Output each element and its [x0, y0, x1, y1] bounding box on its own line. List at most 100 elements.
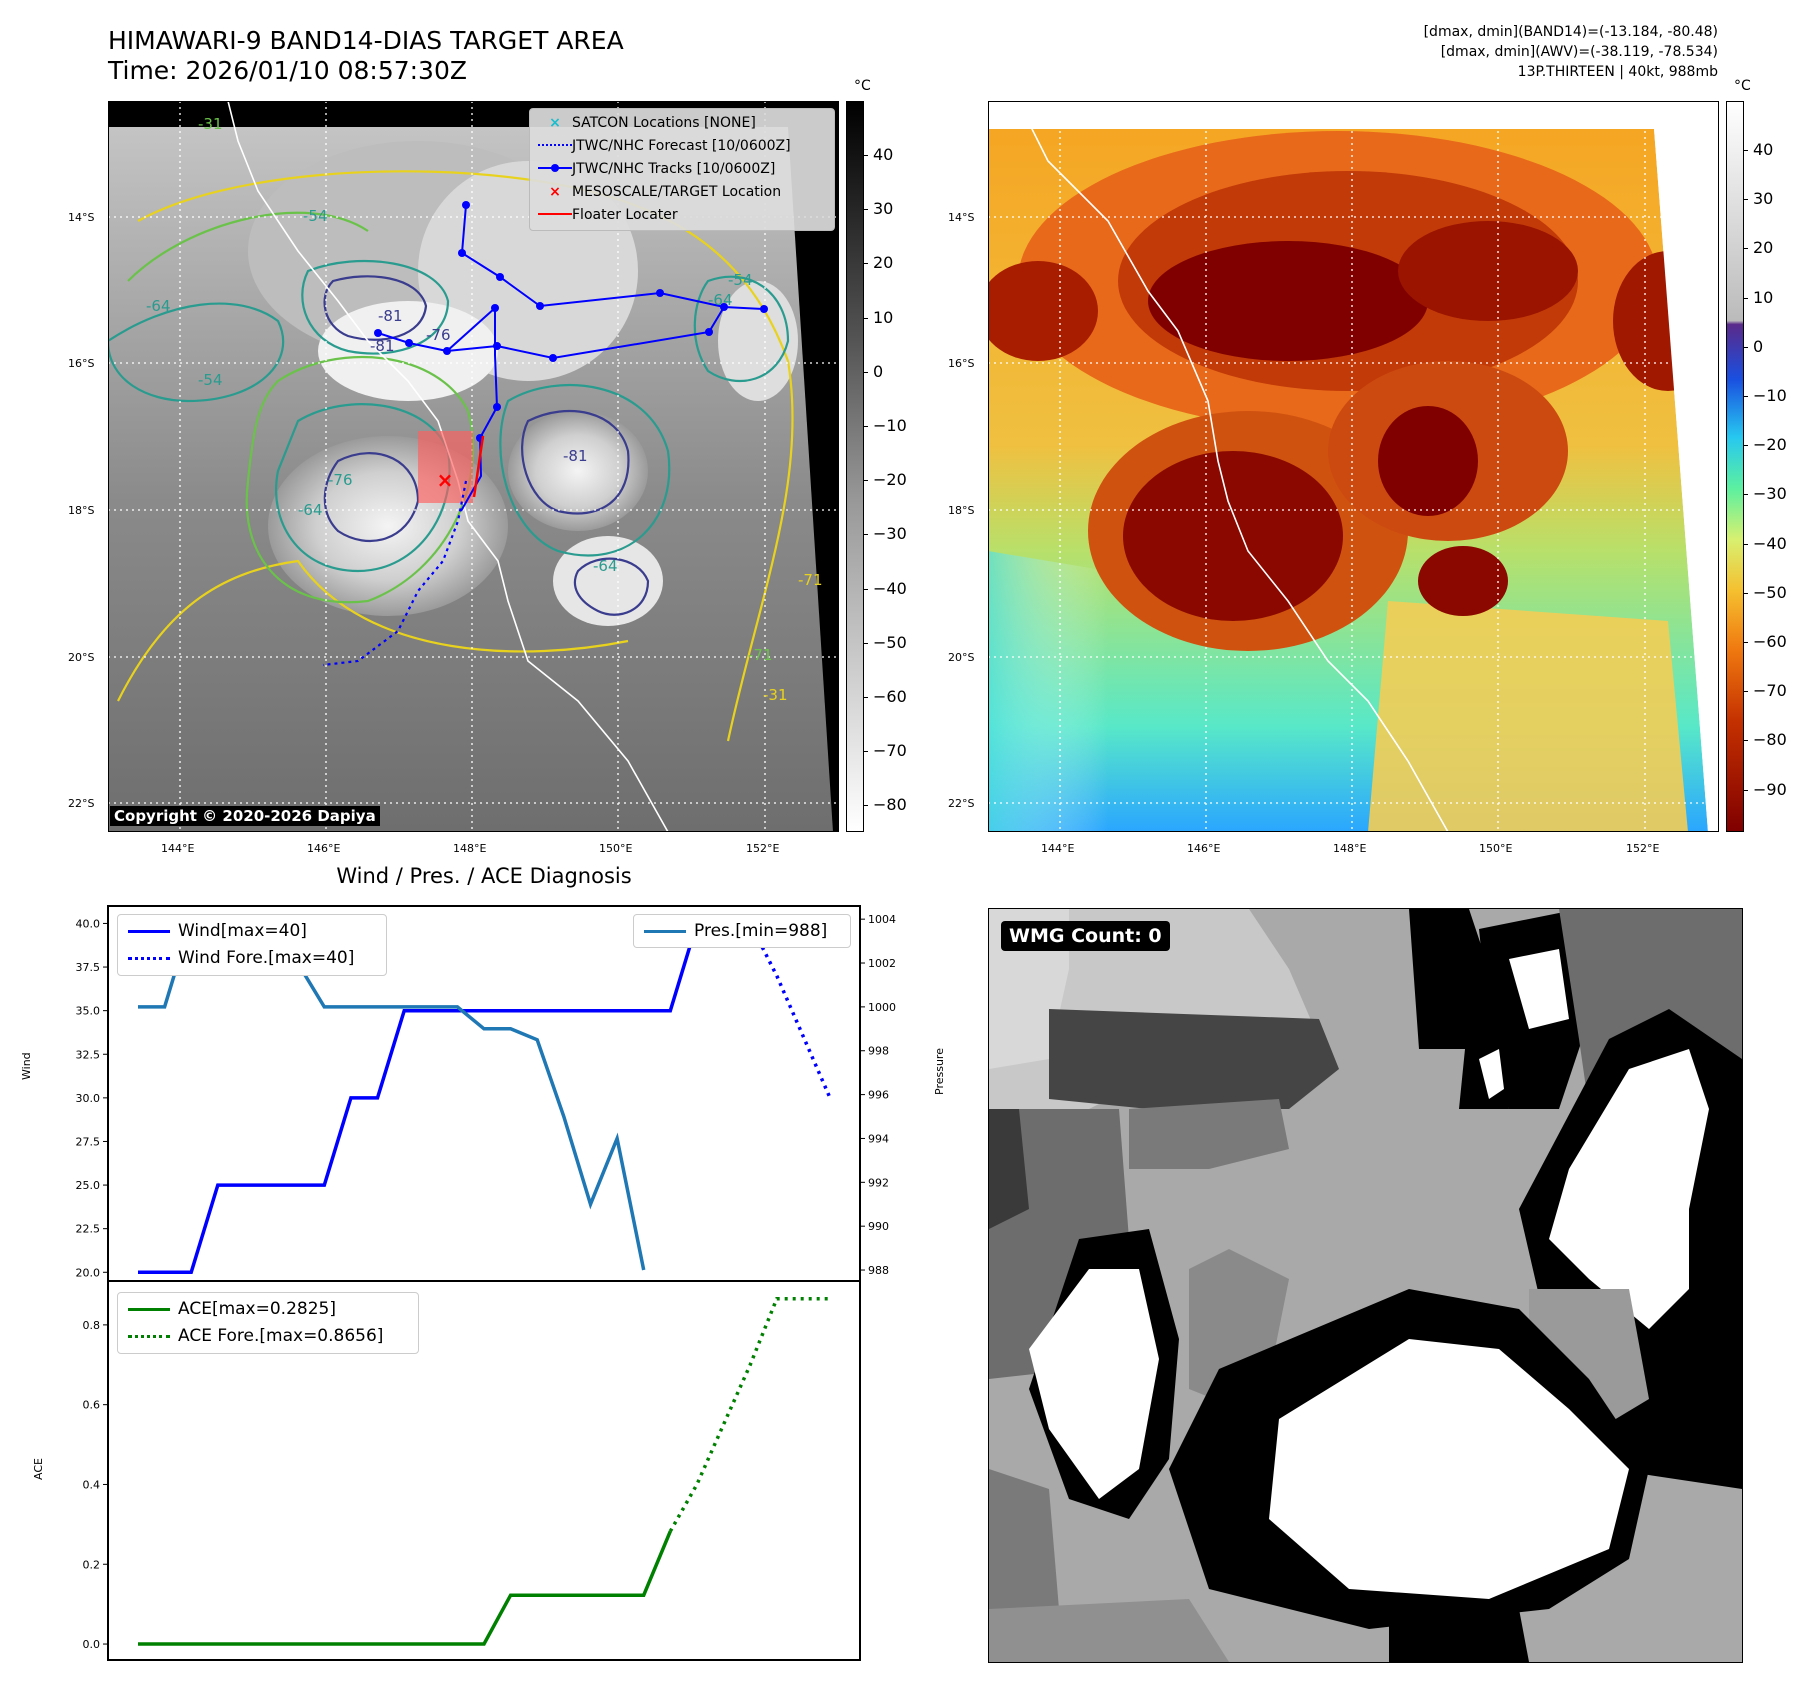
ace-tick-label: 0.4 [83, 1478, 101, 1491]
wind-tick-label: 27.5 [76, 1135, 101, 1148]
colorbar-tick-mark [863, 371, 868, 373]
color-satellite-panel [988, 101, 1719, 832]
pressure-tick-label: 1000 [868, 1001, 896, 1014]
contour-label: -64 [593, 557, 618, 575]
colorbar-tick-label: 30 [873, 199, 894, 219]
wind-tick-label: 35.0 [76, 1005, 101, 1018]
info-line3: 13P.THIRTEEN | 40kt, 988mb [1517, 64, 1718, 80]
contour-label: -54 [303, 207, 328, 225]
ir-legend: × SATCON Locations [NONE] JTWC/NHC Foreca… [529, 108, 835, 231]
info-line2: [dmax, dmin](AWV)=(-38.119, -78.534) [1440, 44, 1718, 60]
colorbar-tick-mark [1743, 150, 1748, 151]
wind-legend: Wind[max=40] Wind Fore.[max=40] [117, 914, 387, 976]
lat-label: 20°S [68, 651, 95, 664]
wind-tick-label: 32.5 [76, 1048, 101, 1061]
legend-tracks-row: JTWC/NHC Tracks [10/0600Z] [538, 159, 775, 179]
wind-tick-label: 37.5 [76, 961, 101, 974]
lat-label: 16°S [68, 357, 95, 370]
solid-line-icon [128, 929, 170, 933]
colorbar-tick-label: −30 [1753, 484, 1787, 504]
contour-label: -54 [198, 371, 223, 389]
cyan-x-icon: × [549, 115, 561, 131]
colorbar-tick-mark [863, 697, 868, 698]
contour-label: -81 [563, 447, 588, 465]
colorbar-tick-mark [863, 480, 868, 482]
colorbar-tick-mark [863, 534, 868, 536]
wind-tick-label: 20.0 [76, 1266, 101, 1279]
colorbar-tick-mark [863, 751, 868, 753]
floater-area-box [418, 431, 473, 503]
ace-forecast-series-line [668, 1296, 830, 1533]
colorbar-tick-label: 0 [1753, 336, 1764, 356]
lon-label: 150°E [599, 842, 633, 855]
colorbar-tick-label: 40 [873, 145, 894, 164]
colorbar-tick-label: −20 [1753, 435, 1787, 455]
wmg-image [989, 909, 1742, 1662]
colorbar-tick-label: −70 [873, 741, 907, 761]
colorbar-tick-label: −20 [873, 470, 907, 490]
ir-panel-frame [108, 101, 839, 832]
solid-line-icon [538, 212, 572, 215]
ir-colorbar-unit: °C [854, 78, 871, 94]
colorbar-tick-mark [1743, 494, 1748, 496]
lon-label: 146°E [307, 842, 341, 855]
colorbar-tick-label: −40 [873, 578, 907, 598]
colorbar-tick-label: 10 [873, 307, 894, 327]
lat-label: 22°S [68, 797, 95, 810]
colorbar-tick-mark [1743, 248, 1748, 250]
color-satellite-image [988, 101, 1719, 832]
pressure-tick-label: 1004 [868, 913, 896, 926]
colorbar-tick-label: −60 [873, 687, 907, 706]
wmg-panel: WMG Count: 0 [988, 908, 1743, 1663]
colorbar-tick-label: −50 [1753, 582, 1787, 602]
lat-label: 14°S [948, 211, 975, 224]
contour-label: -54 [728, 271, 753, 289]
contour-label: -64 [146, 297, 171, 315]
solid-line-icon [128, 1307, 170, 1311]
ace-tick-label: 0.0 [83, 1638, 101, 1651]
pressure-tick-label: 1002 [868, 957, 896, 970]
lon-label: 148°E [453, 842, 487, 855]
dotted-line-icon [538, 143, 572, 146]
copyright-label: Copyright © 2020-2026 Dapiya [110, 806, 380, 826]
pressure-tick-label: 990 [868, 1220, 889, 1233]
colorbar-tick-mark [863, 263, 868, 265]
colorbar-tick-mark [1743, 789, 1748, 791]
lon-label: 152°E [746, 842, 780, 855]
colorbar-tick-label: 10 [1753, 287, 1774, 307]
lat-label: 18°S [68, 504, 95, 517]
legend-label: Floater Locater [572, 207, 678, 223]
wind-axis-label: Wind [20, 1052, 33, 1080]
legend-satcon-row: × SATCON Locations [NONE] [538, 113, 756, 133]
lat-label: 18°S [948, 504, 975, 517]
figure-title-line1: HIMAWARI-9 BAND14-DIAS TARGET AREA [108, 26, 624, 55]
contour-label: -76 [426, 326, 451, 344]
colorbar-tick-mark [1743, 740, 1748, 742]
colorbar-tick-mark [863, 209, 868, 211]
pressure-axis-label: Pressure [933, 1048, 946, 1095]
color-colorbar-unit: °C [1734, 78, 1751, 94]
ace-axis-label: ACE [32, 1458, 45, 1480]
contour-label: -31 [198, 115, 223, 133]
legend-target-row: × MESOSCALE/TARGET Location [538, 182, 781, 202]
contour-label: -81 [370, 337, 395, 355]
colorbar-tick-label: 20 [873, 253, 894, 273]
ace-tick-label: 0.2 [83, 1558, 101, 1571]
contour-label: -71 [798, 571, 823, 589]
ir-satellite-panel: × -54 -54 -64 -81 -81 -76 -31 -64 -54 -8… [108, 101, 839, 832]
lat-label: 20°S [948, 651, 975, 664]
lon-label: 144°E [161, 842, 195, 855]
colorbar-tick-mark [1743, 297, 1748, 299]
color-panel-frame [988, 101, 1719, 832]
line-dot-icon [538, 163, 572, 172]
contour-label: -81 [378, 307, 403, 325]
wmg-count-badge: WMG Count: 0 [1001, 921, 1170, 951]
legend-label: JTWC/NHC Forecast [10/0600Z] [572, 138, 791, 154]
wind-tick-label: 25.0 [76, 1179, 101, 1192]
lon-label: 146°E [1187, 842, 1221, 855]
wind-tick-label: 22.5 [76, 1223, 101, 1236]
diagnosis-chart-title: Wind / Pres. / ACE Diagnosis [336, 864, 632, 888]
colorbar-tick-mark [863, 426, 868, 427]
colorbar-tick-mark [863, 155, 868, 156]
colorbar-tick-label: −50 [873, 632, 907, 652]
